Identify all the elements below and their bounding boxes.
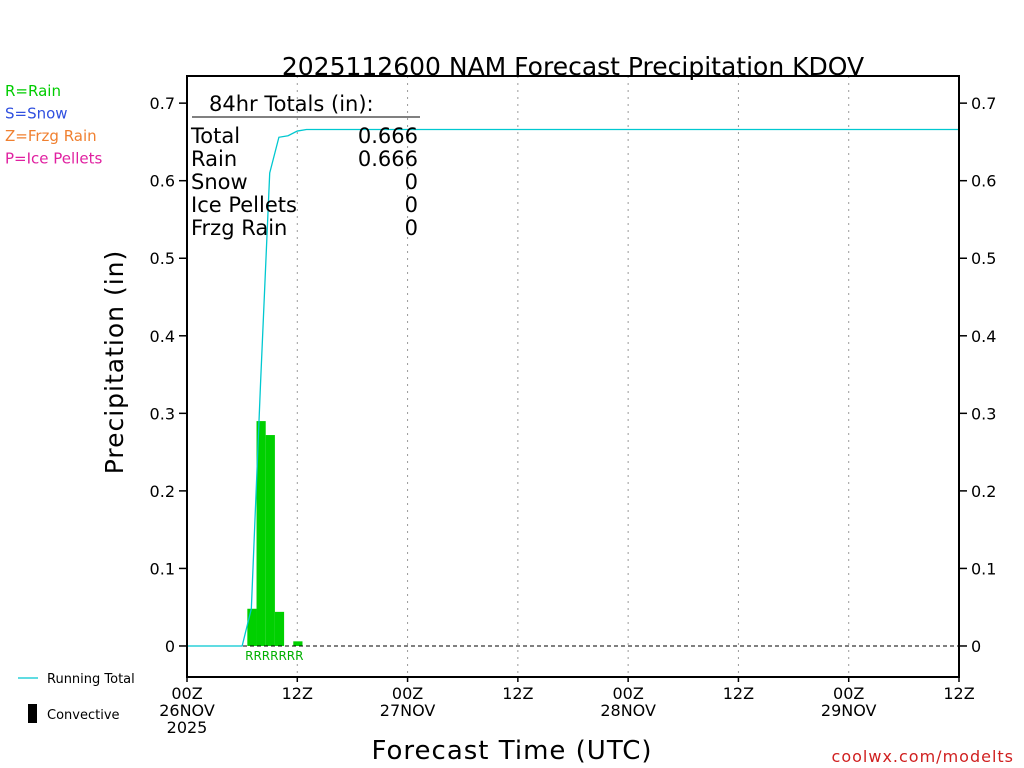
totals-row-value: 0 (405, 170, 418, 194)
totals-rows: Total 0.666 Rain 0.666 Snow 0 Ice Pellets 0 Frzg… (190, 124, 418, 240)
y-tick-label-left: 0.3 (150, 404, 175, 423)
rain-bar (274, 611, 285, 646)
x-tick-label: 27NOV (380, 701, 436, 720)
x-tick-label: 2025 (167, 718, 208, 737)
y-tick-label-right: 0.3 (971, 404, 996, 423)
series-legend: Running Total Convective (18, 672, 135, 723)
y-tick-label-left: 0.7 (150, 94, 175, 113)
x-tick-label: 00Z (833, 684, 864, 703)
totals-box: 84hr Totals (in): Total 0.666 Rain 0.666 Sno… (190, 92, 420, 240)
y-tick-label-right: 0.2 (971, 482, 996, 501)
legend-label: Running Total (47, 672, 135, 687)
x-tick-label: 00Z (171, 684, 202, 703)
x-tick-label: 12Z (282, 684, 313, 703)
totals-heading: 84hr Totals (in): (209, 92, 374, 116)
ptype-legend-item: Z=Frzg Rain (5, 127, 97, 145)
x-tick-label: 12Z (723, 684, 754, 703)
running-total-line (187, 128, 959, 647)
credit-text: coolwx.com/modelts (832, 747, 1014, 766)
rain-bar (293, 641, 303, 646)
ptype-marks: RRRRRRR (245, 649, 303, 663)
ptype-legend: R=Rain S=Snow Z=Frzg Rain P=Ice Pellets (5, 82, 102, 168)
totals-row-label: Frzg Rain (191, 216, 287, 240)
x-tick-label: 29NOV (821, 701, 877, 720)
totals-row-label: Ice Pellets (191, 193, 297, 217)
y-tick-label-left: 0.4 (150, 327, 175, 346)
x-tick-label: 12Z (502, 684, 533, 703)
y-tick-label-left: 0.1 (150, 559, 175, 578)
y-tick-label-right: 0.6 (971, 172, 996, 191)
totals-row-value: 0 (405, 216, 418, 240)
x-tick-label: 26NOV (159, 701, 215, 720)
rain-bar (265, 435, 275, 646)
totals-row-value: 0 (405, 193, 418, 217)
x-tick-label: 12Z (943, 684, 974, 703)
y-tick-label-left: 0.6 (150, 172, 175, 191)
y-tick-label-left: 0.5 (150, 249, 175, 268)
rain-bar (247, 608, 257, 646)
y-tick-label-right: 0.1 (971, 559, 996, 578)
totals-row-label: Rain (191, 147, 237, 171)
y-axis-label: Precipitation (in) (100, 250, 129, 475)
ptype-legend-item: P=Ice Pellets (5, 150, 102, 168)
y-tick-label-right: 0.7 (971, 94, 996, 113)
y-tick-label-right: 0 (971, 637, 981, 656)
y-tick-label-left: 0.2 (150, 482, 175, 501)
x-tick-label: 00Z (612, 684, 643, 703)
totals-row-value: 0.666 (358, 124, 418, 148)
x-axis-label: Forecast Time (UTC) (371, 736, 652, 766)
rain-bars (247, 421, 303, 646)
rain-bar (256, 421, 266, 646)
y-tick-label-left: 0 (165, 637, 175, 656)
y-tick-label-right: 0.5 (971, 249, 996, 268)
x-tick-label: 28NOV (600, 701, 656, 720)
chart-title: 2025112600 NAM Forecast Precipitation KD… (282, 52, 864, 81)
ptype-legend-item: R=Rain (5, 82, 61, 100)
totals-row-label: Snow (191, 170, 248, 194)
y-tick-label-right: 0.4 (971, 327, 996, 346)
totals-row-value: 0.666 (358, 147, 418, 171)
legend-box-swatch (28, 704, 37, 723)
legend-label: Convective (47, 708, 120, 723)
ptype-legend-item: S=Snow (5, 105, 68, 123)
y-axis-ticks: 0.7 0.7 0.6 0.6 0.5 0.5 0.4 0.4 0.3 0.3 0.2 0.2 0.1 0… (150, 94, 997, 656)
plot-frame (186, 75, 960, 678)
totals-row-label: Total (190, 124, 240, 148)
x-tick-label: 00Z (392, 684, 423, 703)
